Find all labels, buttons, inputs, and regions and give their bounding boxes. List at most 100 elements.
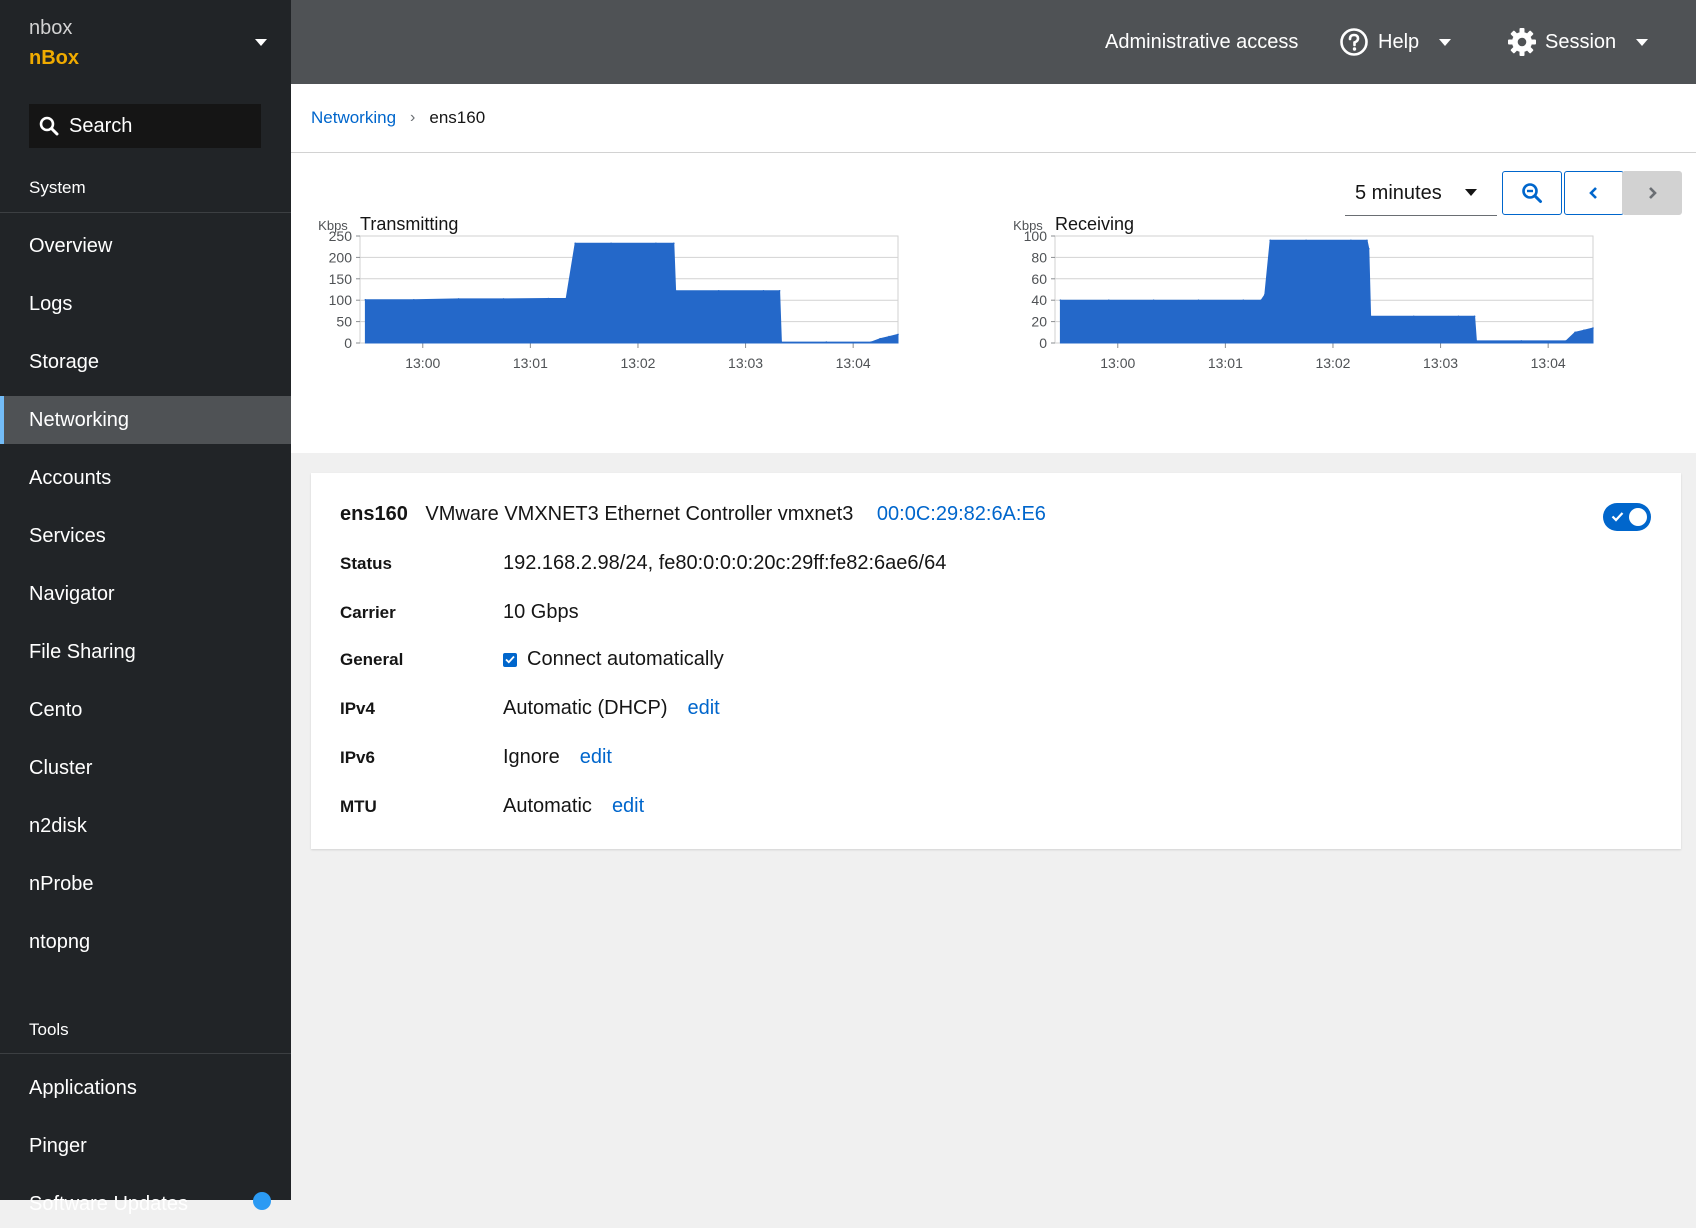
sidebar-item-label: Cento <box>29 698 83 721</box>
x-tick-label: 13:04 <box>836 355 871 371</box>
caret-down-icon[interactable] <box>255 39 267 46</box>
interface-mac-link[interactable]: 00:0C:29:82:6A:E6 <box>876 503 1046 525</box>
x-tick-label: 13:01 <box>513 355 548 371</box>
y-tick-label: 20 <box>1031 314 1047 330</box>
caret-down-icon <box>1636 38 1649 46</box>
breadcrumb-current: ens160 <box>429 108 486 127</box>
sidebar-item-services[interactable]: Services <box>0 512 291 560</box>
status-row: Status 192.168.2.98/24, fe80:0:0:0:20c:2… <box>340 552 946 575</box>
x-tick-label: 13:04 <box>1531 355 1566 371</box>
chevron-left-icon <box>1589 187 1597 199</box>
receiving-chart: Kbps Receiving 100 80 60 40 20 0 13:00 13:01 13:02… <box>1013 214 1594 371</box>
interface-enable-toggle[interactable] <box>1603 503 1651 531</box>
sidebar-item-applications[interactable]: Applications <box>0 1064 291 1112</box>
sidebar-item-networking[interactable]: Networking <box>0 396 291 444</box>
sidebar-item-label: n2disk <box>29 814 87 837</box>
carrier-row: Carrier 10 Gbps <box>340 601 579 624</box>
y-tick-label: 100 <box>329 292 353 308</box>
y-tick-label: 150 <box>329 271 353 287</box>
ipv4-edit-link[interactable]: edit <box>687 697 720 719</box>
administrative-access-button[interactable]: Administrative access <box>1105 0 1298 84</box>
help-label: Help <box>1378 30 1420 53</box>
check-icon <box>1611 512 1624 522</box>
sidebar-item-navigator[interactable]: Navigator <box>0 570 291 618</box>
x-tick-label: 13:00 <box>405 355 440 371</box>
ipv4-row: IPv4 Automatic (DHCP) edit <box>340 697 720 720</box>
sidebar-item-pinger[interactable]: Pinger <box>0 1122 291 1170</box>
data-point <box>717 290 720 292</box>
series-area <box>1059 239 1594 344</box>
time-range-value: 5 minutes <box>1355 181 1442 204</box>
data-point <box>1305 239 1307 242</box>
zoom-out-button[interactable] <box>1502 171 1562 215</box>
x-tick-label: 13:02 <box>620 355 655 371</box>
data-point <box>502 298 505 300</box>
y-tick-label: 60 <box>1031 271 1047 287</box>
interface-header: ens160 VMware VMXNET3 Ethernet Controlle… <box>340 503 1046 526</box>
interface-description: VMware VMXNET3 Ethernet Controller vmxne… <box>425 503 854 525</box>
data-point <box>413 299 415 301</box>
data-point <box>673 242 675 245</box>
session-label: Session <box>1545 30 1617 53</box>
host-user: nbox <box>29 17 73 39</box>
y-tick-label: 0 <box>344 335 352 351</box>
sidebar-item-label: nProbe <box>29 872 94 895</box>
sidebar-item-label: Software Updates <box>29 1192 188 1215</box>
y-tick-label: 200 <box>329 249 353 265</box>
help-menu[interactable]: Help <box>1339 0 1452 84</box>
status-label: Status <box>340 553 392 573</box>
data-point <box>1412 315 1415 318</box>
y-tick-label: 80 <box>1031 249 1047 265</box>
sidebar-item-nprobe[interactable]: nProbe <box>0 860 291 908</box>
general-value: Connect automatically <box>527 648 724 670</box>
sidebar-item-cento[interactable]: Cento <box>0 686 291 734</box>
search-label: Search <box>69 114 133 137</box>
chevron-right-icon <box>1649 187 1657 199</box>
interface-name: ens160 <box>340 503 408 525</box>
carrier-label: Carrier <box>340 602 396 622</box>
chart-title: Receiving <box>1055 214 1134 234</box>
sidebar-item-storage[interactable]: Storage <box>0 338 291 386</box>
x-tick-label: 13:02 <box>1315 355 1350 371</box>
data-point <box>547 297 550 300</box>
connect-automatically-checkbox[interactable] <box>503 652 517 667</box>
data-point <box>565 297 567 300</box>
time-range-select[interactable]: 5 minutes <box>1345 171 1497 216</box>
sidebar-item-accounts[interactable]: Accounts <box>0 454 291 502</box>
sidebar-item-overview[interactable]: Overview <box>0 222 291 270</box>
sidebar-item-software-updates[interactable]: Software Updates <box>0 1180 291 1228</box>
data-point <box>825 341 828 343</box>
mtu-edit-link[interactable]: edit <box>611 795 645 817</box>
sidebar-item-label: File Sharing <box>29 640 136 663</box>
breadcrumb-networking-link[interactable]: Networking <box>311 108 397 127</box>
divider <box>0 212 291 213</box>
host-switcher[interactable]: nbox nBox <box>29 16 79 70</box>
transmitting-chart: Kbps Transmitting 250 200 150 100 50 0 13:00 13:0… <box>318 214 899 371</box>
sidebar-item-label: Logs <box>29 292 73 315</box>
sidebar-item-file-sharing[interactable]: File Sharing <box>0 628 291 676</box>
sidebar: nbox nBox Search System Overview Logs St… <box>0 0 291 1215</box>
update-badge <box>253 1192 271 1210</box>
data-point <box>1152 299 1155 301</box>
toggle-knob <box>1629 508 1647 526</box>
search-button[interactable]: Search <box>29 104 261 148</box>
data-point <box>364 299 367 301</box>
sidebar-item-ntopng[interactable]: ntopng <box>0 918 291 966</box>
sidebar-item-label: Navigator <box>29 582 115 605</box>
sidebar-item-cluster[interactable]: Cluster <box>0 744 291 792</box>
sidebar-item-logs[interactable]: Logs <box>0 280 291 328</box>
mtu-value: Automatic <box>503 795 592 817</box>
top-bar: Administrative access Help Session <box>291 0 1696 84</box>
caret-down-icon <box>1439 38 1452 46</box>
data-point <box>870 341 872 343</box>
ipv6-edit-link[interactable]: edit <box>579 746 612 768</box>
sidebar-item-n2disk[interactable]: n2disk <box>0 802 291 850</box>
data-point <box>1520 340 1523 342</box>
session-menu[interactable]: Session <box>1507 0 1649 84</box>
next-button[interactable] <box>1622 171 1682 215</box>
previous-button[interactable] <box>1564 171 1624 215</box>
data-point <box>879 337 881 340</box>
ipv6-value: Ignore <box>503 746 560 768</box>
data-point <box>1108 299 1110 301</box>
help-icon <box>1340 28 1368 56</box>
